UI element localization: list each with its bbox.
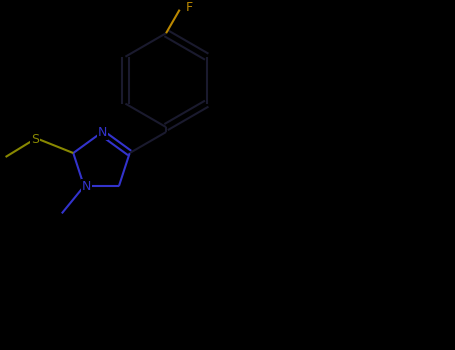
Text: N: N [82, 180, 91, 193]
Text: F: F [186, 1, 193, 14]
Text: N: N [98, 126, 107, 139]
Text: S: S [31, 133, 39, 146]
